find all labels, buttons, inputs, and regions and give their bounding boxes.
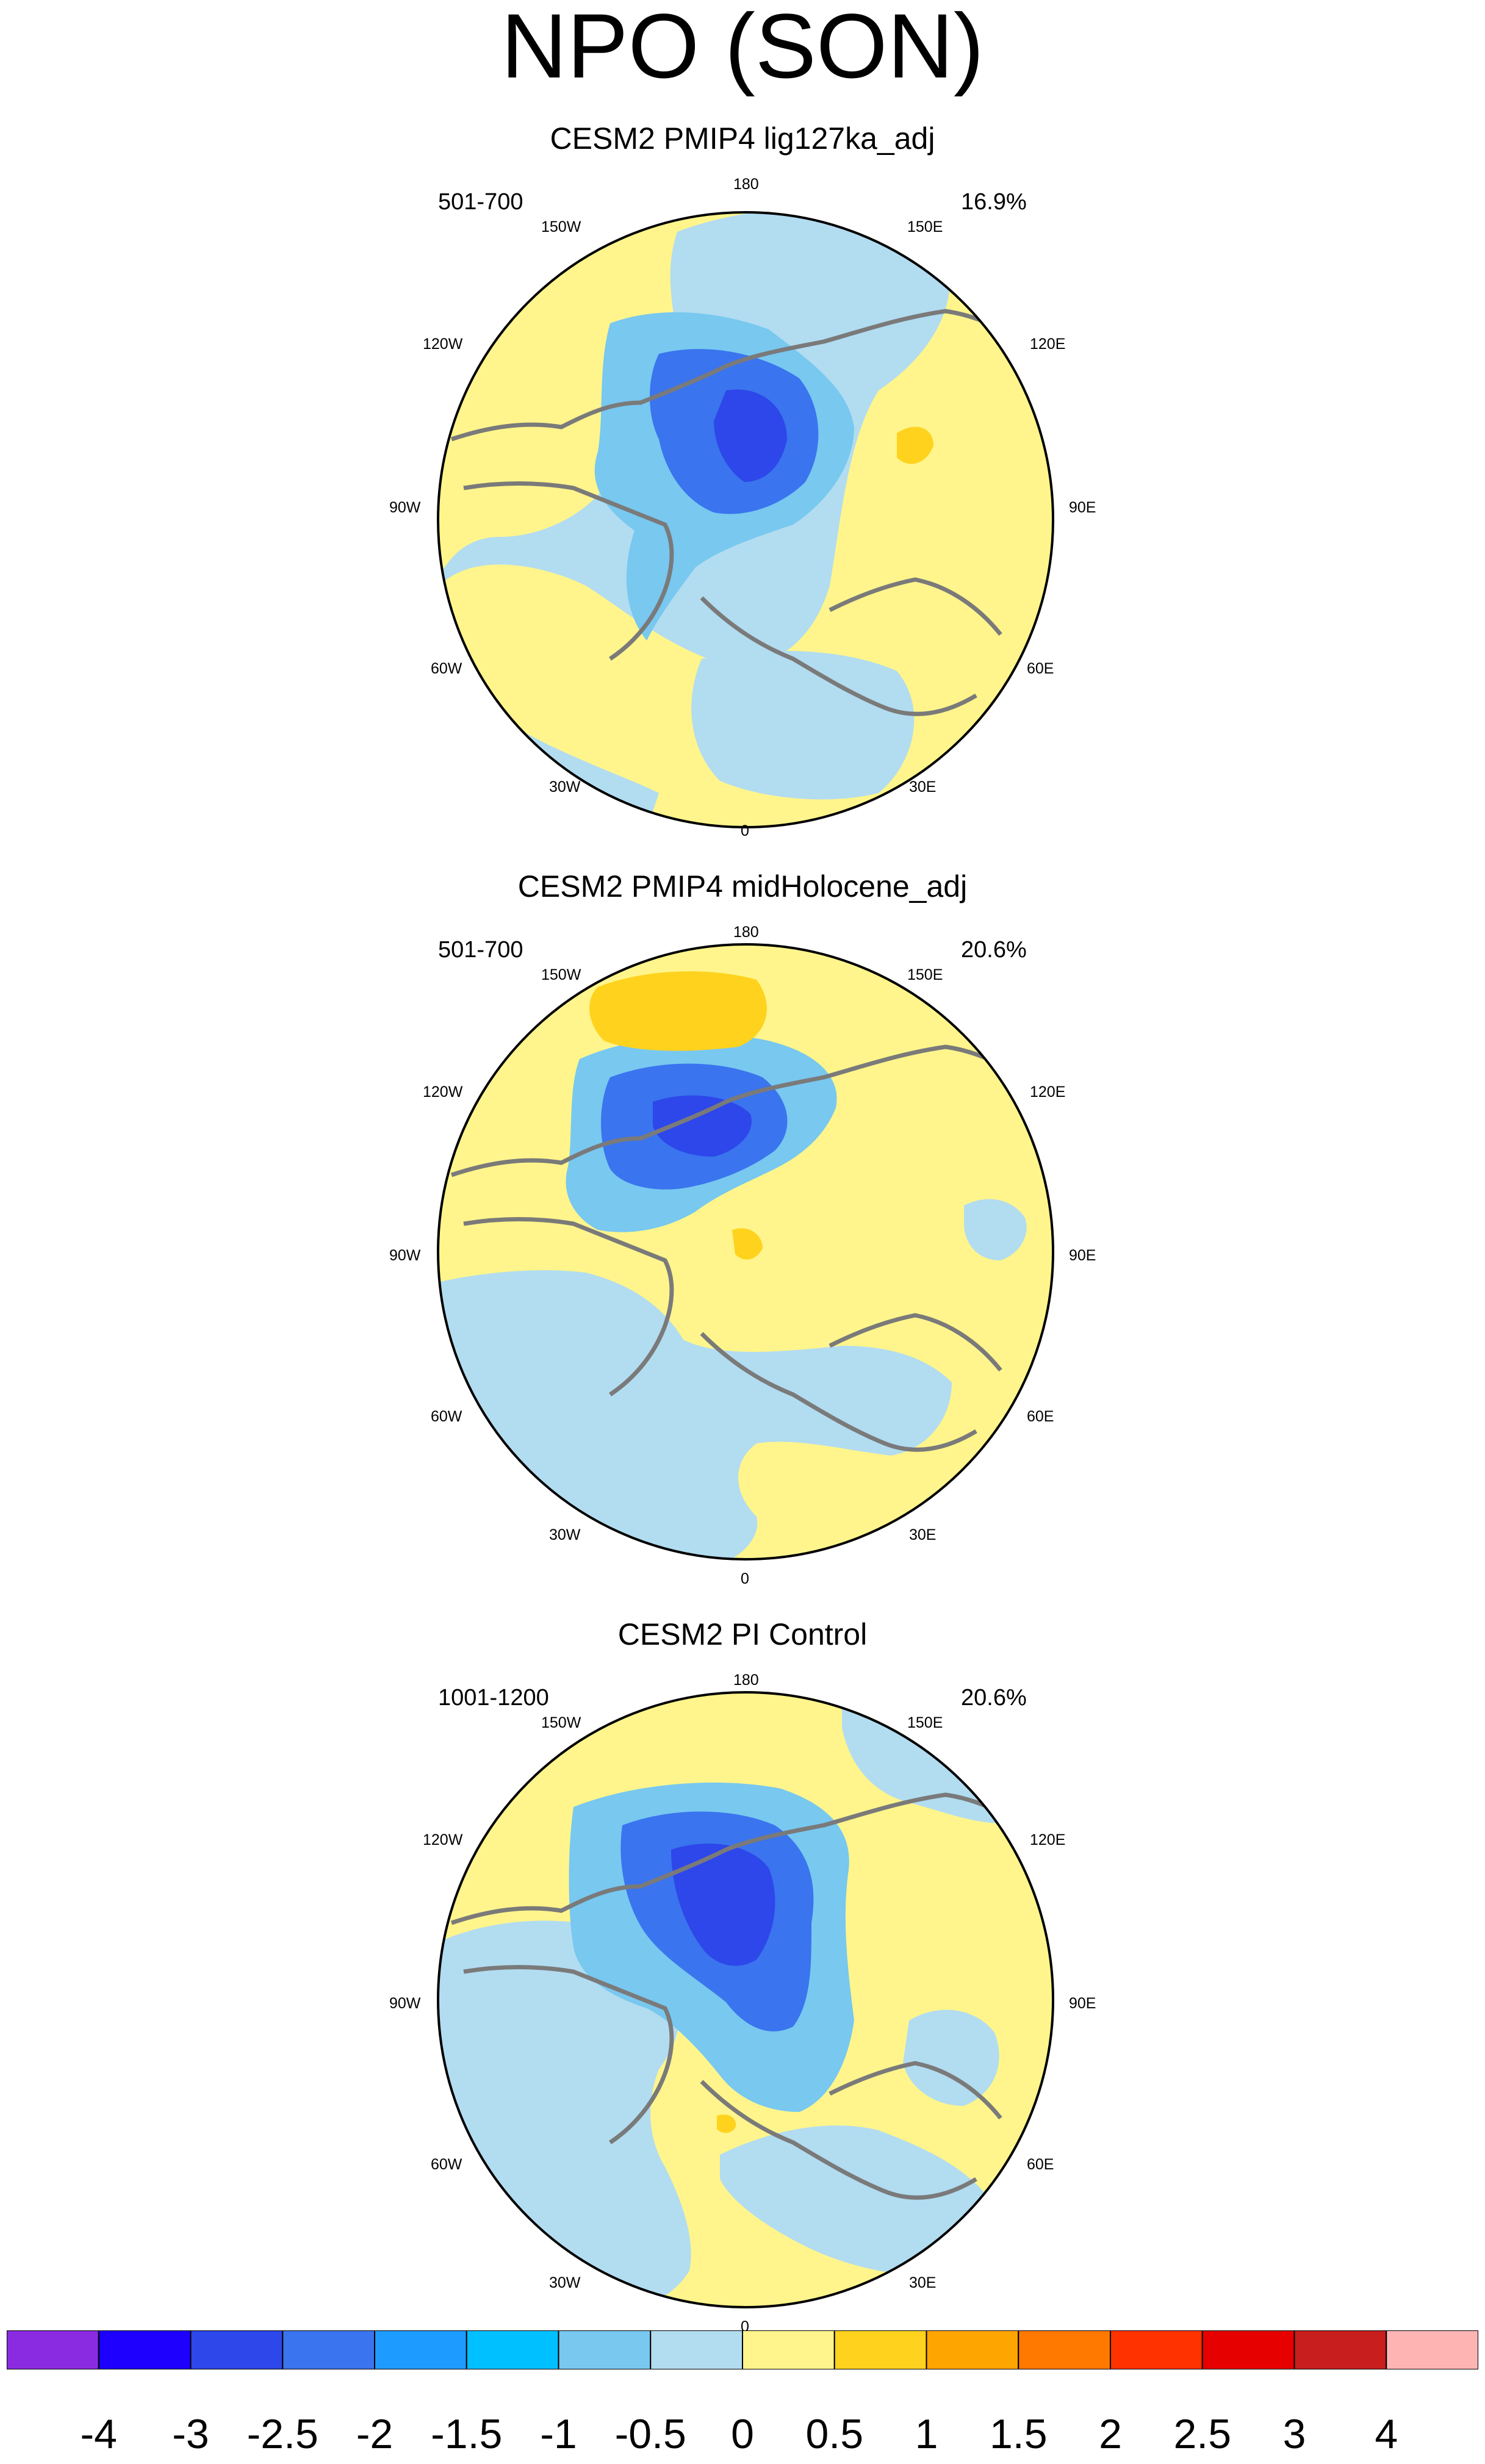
positive-anomaly-region: [732, 1228, 763, 1260]
colorbar-swatch: [742, 2330, 835, 2369]
lon-label-60W: 60W: [431, 660, 462, 677]
colorbar-tick-label: 4: [1375, 2411, 1398, 2457]
colorbar-tick-label: -3: [172, 2411, 209, 2457]
panel-title: CESM2 PMIP4 midHolocene_adj: [517, 869, 968, 903]
negative-anomaly-region: [720, 2125, 992, 2277]
colorbar-swatch: [558, 2330, 652, 2369]
lon-label-120E: 120E: [1030, 1831, 1066, 1848]
colorbar-swatches: [7, 2330, 1478, 2369]
lon-label-30W: 30W: [549, 2274, 581, 2291]
panel-title: CESM2 PI Control: [617, 1617, 868, 1651]
lon-label-150E: 150E: [907, 966, 943, 983]
lon-label-150W: 150W: [541, 218, 581, 235]
lon-label-120W: 120W: [423, 1083, 463, 1101]
colorbar-swatch: [466, 2330, 559, 2369]
negative-anomaly-region: [438, 1270, 952, 1559]
coastline: [450, 309, 1052, 716]
lon-label-60E: 60E: [1027, 1408, 1054, 1425]
negative-anomaly-region: [671, 1844, 775, 1966]
panel-variance: 16.9%: [961, 189, 1027, 215]
colorbar-tick-label: -1.5: [431, 2411, 503, 2457]
lon-label-0: 0: [741, 1570, 749, 1587]
colorbar-tick-label: 1.5: [989, 2411, 1048, 2457]
lon-label-120W: 120W: [423, 1831, 463, 1848]
colorbar-swatch: [1201, 2330, 1295, 2369]
negative-anomaly-region: [964, 1199, 1027, 1260]
colorbar-tick-label: 2.5: [1173, 2411, 1232, 2457]
polar-map: [437, 211, 1054, 828]
lon-label-120E: 120E: [1030, 336, 1066, 353]
positive-anomaly-region: [897, 426, 933, 464]
colorbar-swatch: [926, 2330, 1019, 2369]
colorbar-swatch: [1110, 2330, 1203, 2369]
lon-label-120W: 120W: [423, 336, 463, 353]
negative-anomaly-region: [714, 389, 787, 482]
lon-label-90W: 90W: [389, 1247, 421, 1264]
coastline: [450, 1792, 1052, 2200]
lon-label-30E: 30E: [909, 1526, 937, 1543]
lon-label-30E: 30E: [909, 2274, 937, 2291]
panel-variance: 20.6%: [961, 1685, 1027, 1711]
lon-label-150E: 150E: [907, 1714, 943, 1731]
lon-label-30W: 30W: [549, 1526, 581, 1543]
colorbar-swatch: [282, 2330, 375, 2369]
colorbar-swatch: [374, 2330, 467, 2369]
negative-anomaly-region: [691, 650, 915, 800]
polar-map: [437, 943, 1054, 1561]
lon-label-60E: 60E: [1027, 2156, 1054, 2173]
lon-label-60W: 60W: [431, 1408, 462, 1425]
negative-anomaly-region: [903, 2010, 999, 2106]
colorbar-swatch: [650, 2330, 743, 2369]
lon-label-90W: 90W: [389, 499, 421, 516]
colorbar-tick-label: 3: [1282, 2411, 1306, 2457]
positive-anomaly-region: [717, 2114, 736, 2133]
panel-variance: 20.6%: [961, 937, 1027, 963]
colorbar-tick-label: 2: [1099, 2411, 1122, 2457]
lon-label-90W: 90W: [389, 1995, 421, 2012]
lon-label-30W: 30W: [549, 778, 581, 796]
figure-title: NPO (SON): [501, 0, 984, 97]
negative-anomaly-region: [653, 1095, 752, 1157]
coastline: [450, 1044, 1052, 1452]
colorbar: [7, 2330, 1478, 2369]
colorbar-tick-label: -2: [356, 2411, 394, 2457]
colorbar-tick-label: 0.5: [805, 2411, 864, 2457]
lon-label-90E: 90E: [1069, 1247, 1096, 1264]
lon-label-0: 0: [741, 822, 749, 839]
positive-anomaly-region: [589, 971, 767, 1051]
colorbar-swatch: [1293, 2330, 1387, 2369]
panel-title: CESM2 PMIP4 lig127ka_adj: [550, 121, 935, 156]
colorbar-swatch: [1386, 2330, 1478, 2369]
colorbar-swatch: [833, 2330, 927, 2369]
panel-years: 501-700: [438, 189, 523, 215]
colorbar-tick-label: 1: [915, 2411, 938, 2457]
lon-label-60W: 60W: [431, 2156, 462, 2173]
lon-label-180: 180: [733, 176, 759, 193]
colorbar-swatch: [1018, 2330, 1111, 2369]
colorbar-swatch: [7, 2330, 99, 2369]
colorbar-tick-label: 0: [731, 2411, 754, 2457]
lon-label-120E: 120E: [1030, 1083, 1066, 1101]
panel-years: 1001-1200: [438, 1685, 549, 1711]
colorbar-tick-label: -1: [540, 2411, 577, 2457]
lon-label-60E: 60E: [1027, 660, 1054, 677]
lon-label-30E: 30E: [909, 778, 937, 796]
colorbar-swatch: [190, 2330, 284, 2369]
colorbar-tick-label: -4: [80, 2411, 117, 2457]
polar-map: [437, 1691, 1054, 2308]
colorbar-tick-label: -0.5: [614, 2411, 686, 2457]
lon-label-150W: 150W: [541, 966, 581, 983]
lon-label-180: 180: [733, 924, 759, 941]
lon-label-90E: 90E: [1069, 499, 1096, 516]
lon-label-150E: 150E: [907, 218, 943, 235]
lon-label-180: 180: [733, 1672, 759, 1689]
panel-years: 501-700: [438, 937, 523, 963]
lon-label-90E: 90E: [1069, 1995, 1096, 2012]
colorbar-tick-label: -2.5: [246, 2411, 318, 2457]
colorbar-swatch: [98, 2330, 192, 2369]
lon-label-150W: 150W: [541, 1714, 581, 1731]
